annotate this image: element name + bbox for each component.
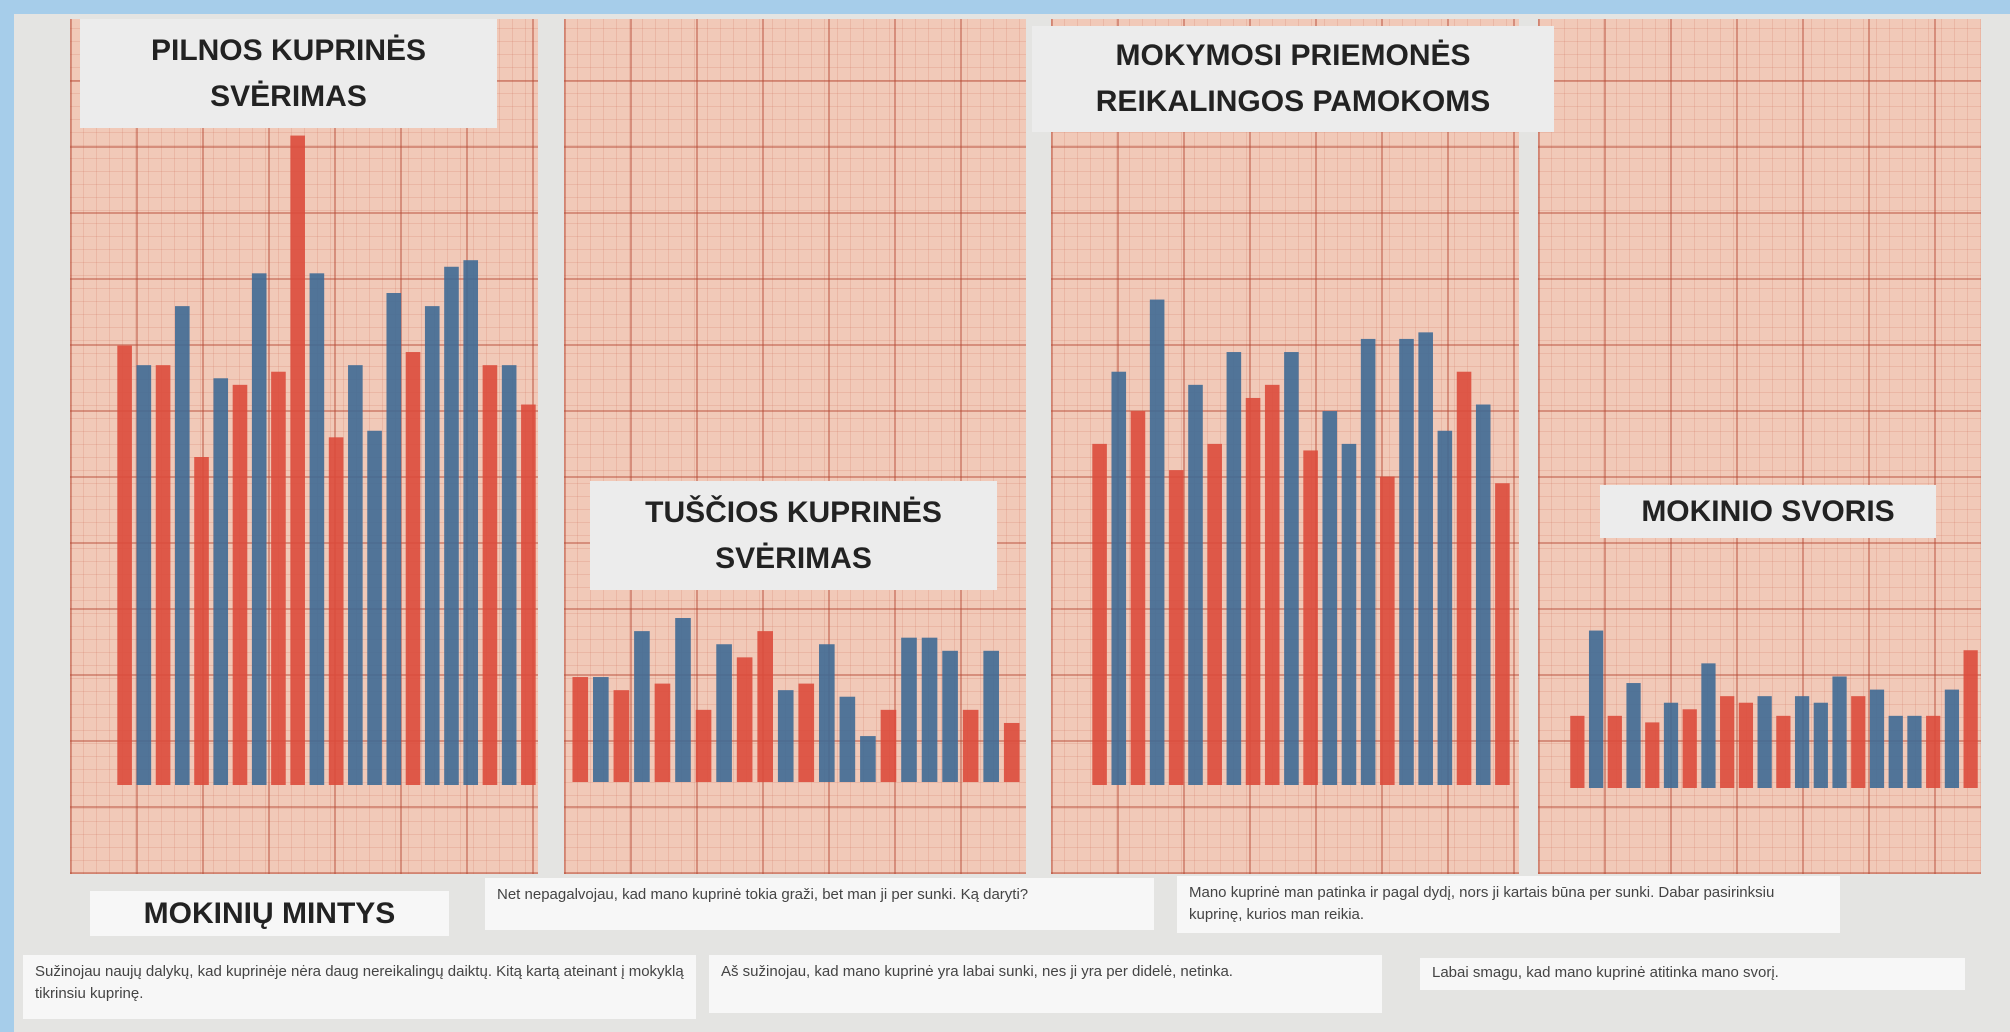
bar <box>1111 372 1126 785</box>
bar <box>1495 483 1510 785</box>
bar <box>614 690 630 782</box>
bar <box>1832 676 1846 788</box>
bar <box>1265 385 1280 785</box>
bar <box>502 365 517 785</box>
bar <box>463 260 478 785</box>
bar <box>425 306 440 785</box>
bar <box>156 365 171 785</box>
bar <box>572 677 588 782</box>
bar <box>1322 411 1337 785</box>
bar <box>1664 703 1678 788</box>
bar <box>1399 339 1414 785</box>
bar <box>922 638 938 782</box>
bar <box>860 736 876 782</box>
bar <box>1476 405 1491 785</box>
bar <box>367 431 382 785</box>
bar <box>1608 716 1622 788</box>
bar <box>737 657 753 782</box>
bar <box>1380 477 1395 785</box>
bar <box>137 365 152 785</box>
bar <box>1303 450 1318 785</box>
bar <box>778 690 794 782</box>
bar <box>942 651 958 782</box>
bar <box>1964 650 1978 788</box>
bar <box>1889 716 1903 788</box>
bar <box>1188 385 1203 785</box>
bar <box>1092 444 1107 785</box>
bar <box>1758 696 1772 788</box>
bar <box>798 684 814 782</box>
bar <box>175 306 190 785</box>
bar <box>117 345 132 785</box>
note: Net nepagalvojau, kad mano kuprinė tokia… <box>485 878 1154 930</box>
bar <box>1945 690 1959 788</box>
bar <box>1926 716 1940 788</box>
bar <box>819 644 835 782</box>
note: Mano kuprinė man patinka ir pagal dydį, … <box>1177 876 1840 933</box>
bar <box>1150 300 1165 785</box>
bar <box>348 365 363 785</box>
chart-title: MOKYMOSI PRIEMONĖS REIKALINGOS PAMOKOMS <box>1032 26 1554 132</box>
bar <box>1169 470 1184 785</box>
note: Sužinojau naujų dalykų, kad kuprinėje nė… <box>23 955 696 1019</box>
bar <box>983 651 999 782</box>
bar <box>1207 444 1222 785</box>
bar <box>881 710 897 782</box>
bar <box>1227 352 1242 785</box>
bar <box>483 365 498 785</box>
bar <box>634 631 650 782</box>
bar <box>194 457 209 785</box>
bar <box>1004 723 1020 782</box>
bar <box>521 405 536 785</box>
chart-title: MOKINIO SVORIS <box>1600 485 1936 538</box>
bar <box>696 710 712 782</box>
bar <box>1570 716 1584 788</box>
bar <box>290 136 305 785</box>
bar <box>386 293 401 785</box>
chart-title: PILNOS KUPRINĖS SVĖRIMAS <box>80 19 497 128</box>
bar <box>963 710 979 782</box>
bar <box>1851 696 1865 788</box>
bar <box>1739 703 1753 788</box>
bar <box>840 697 856 782</box>
bar <box>1626 683 1640 788</box>
bar <box>1776 716 1790 788</box>
bar <box>1701 663 1715 788</box>
bar <box>1438 431 1453 785</box>
chart-title: TUŠČIOS KUPRINĖS SVĖRIMAS <box>590 481 997 590</box>
bar <box>1645 722 1659 788</box>
bar <box>1246 398 1261 785</box>
bar <box>901 638 917 782</box>
bar <box>757 631 773 782</box>
bar <box>655 684 671 782</box>
bar <box>1284 352 1299 785</box>
bar <box>1418 332 1433 785</box>
bar <box>593 677 609 782</box>
bar <box>1589 631 1603 788</box>
bar <box>271 372 286 785</box>
bar <box>252 273 267 785</box>
bar <box>1907 716 1921 788</box>
bar <box>329 437 344 785</box>
notes-heading: MOKINIŲ MINTYS <box>90 891 449 936</box>
bar <box>233 385 248 785</box>
bar <box>406 352 421 785</box>
bar <box>213 378 228 785</box>
bar <box>1683 709 1697 788</box>
bar <box>1342 444 1357 785</box>
bar <box>1720 696 1734 788</box>
bar <box>1795 696 1809 788</box>
note: Labai smagu, kad mano kuprinė atitinka m… <box>1420 958 1965 990</box>
bar <box>1361 339 1376 785</box>
bar <box>1870 690 1884 788</box>
note: Aš sužinojau, kad mano kuprinė yra labai… <box>709 955 1382 1013</box>
bar <box>444 267 459 785</box>
bar <box>1131 411 1146 785</box>
bar <box>1457 372 1472 785</box>
bar <box>716 644 732 782</box>
bar <box>1814 703 1828 788</box>
bar <box>310 273 325 785</box>
bar <box>675 618 691 782</box>
